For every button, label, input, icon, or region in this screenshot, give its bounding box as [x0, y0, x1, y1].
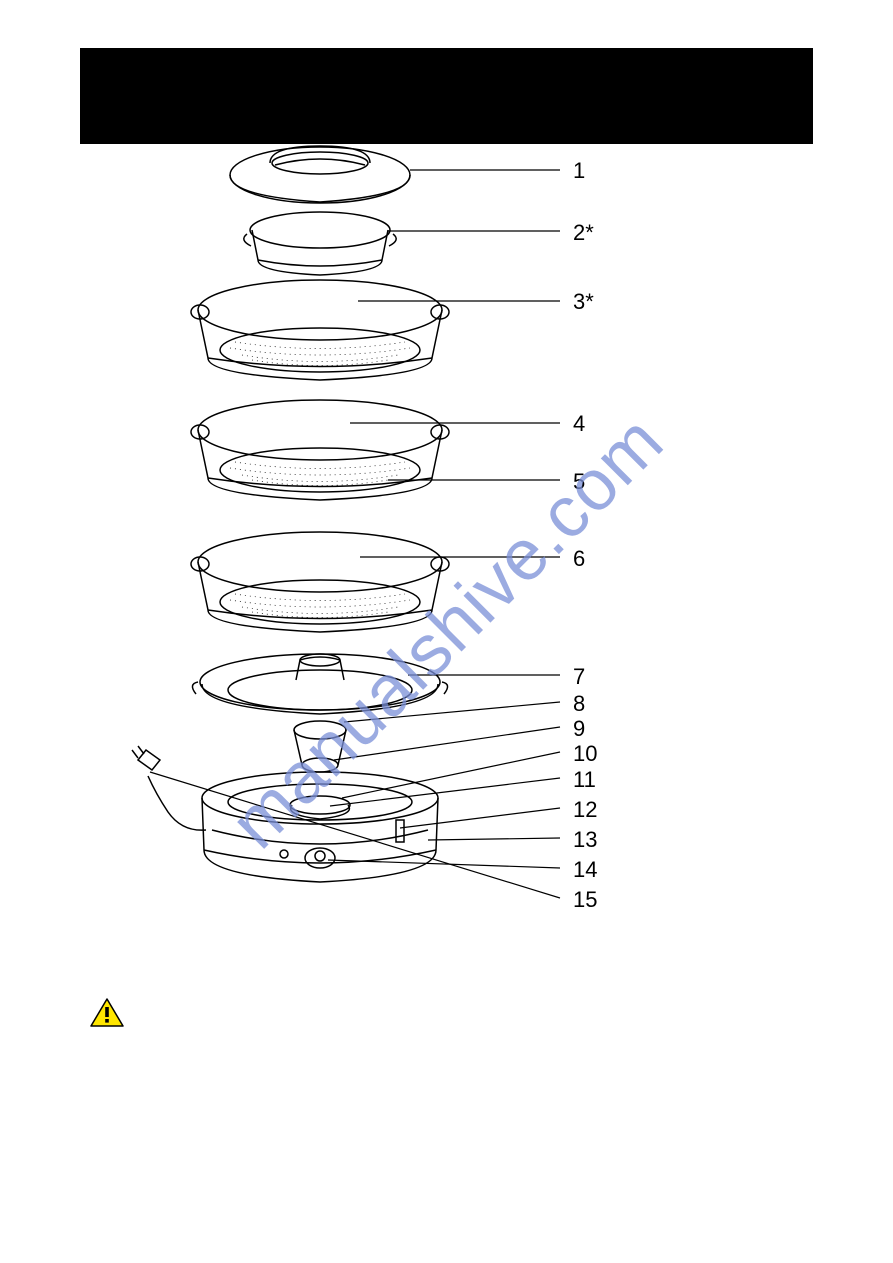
leader-lines [150, 170, 560, 898]
label-11: 11 [573, 767, 596, 793]
part-drip-tray [192, 654, 447, 714]
part-middle-basket [191, 400, 449, 500]
label-14: 14 [573, 857, 597, 883]
label-9: 9 [573, 716, 585, 742]
exploded-diagram [120, 110, 770, 980]
label-1: 1 [573, 158, 585, 184]
warning-icon [90, 998, 124, 1028]
label-6: 6 [573, 546, 585, 572]
part-lower-basket [191, 532, 449, 632]
part-rice-bowl [244, 212, 396, 275]
label-8: 8 [573, 691, 585, 717]
label-12: 12 [573, 797, 597, 823]
diagram-svg [120, 110, 770, 980]
part-middle-grid [220, 448, 420, 492]
part-base-unit [202, 772, 438, 882]
label-4: 4 [573, 411, 585, 437]
label-10: 10 [573, 741, 597, 767]
part-power-cord [132, 746, 206, 830]
label-3: 3* [573, 289, 594, 315]
label-2: 2* [573, 220, 594, 246]
part-turbo-ring [294, 721, 346, 772]
label-13: 13 [573, 827, 597, 853]
label-15: 15 [573, 887, 597, 913]
label-7: 7 [573, 664, 585, 690]
part-lid [230, 146, 410, 203]
label-5: 5 [573, 469, 585, 495]
part-upper-basket [191, 280, 449, 380]
